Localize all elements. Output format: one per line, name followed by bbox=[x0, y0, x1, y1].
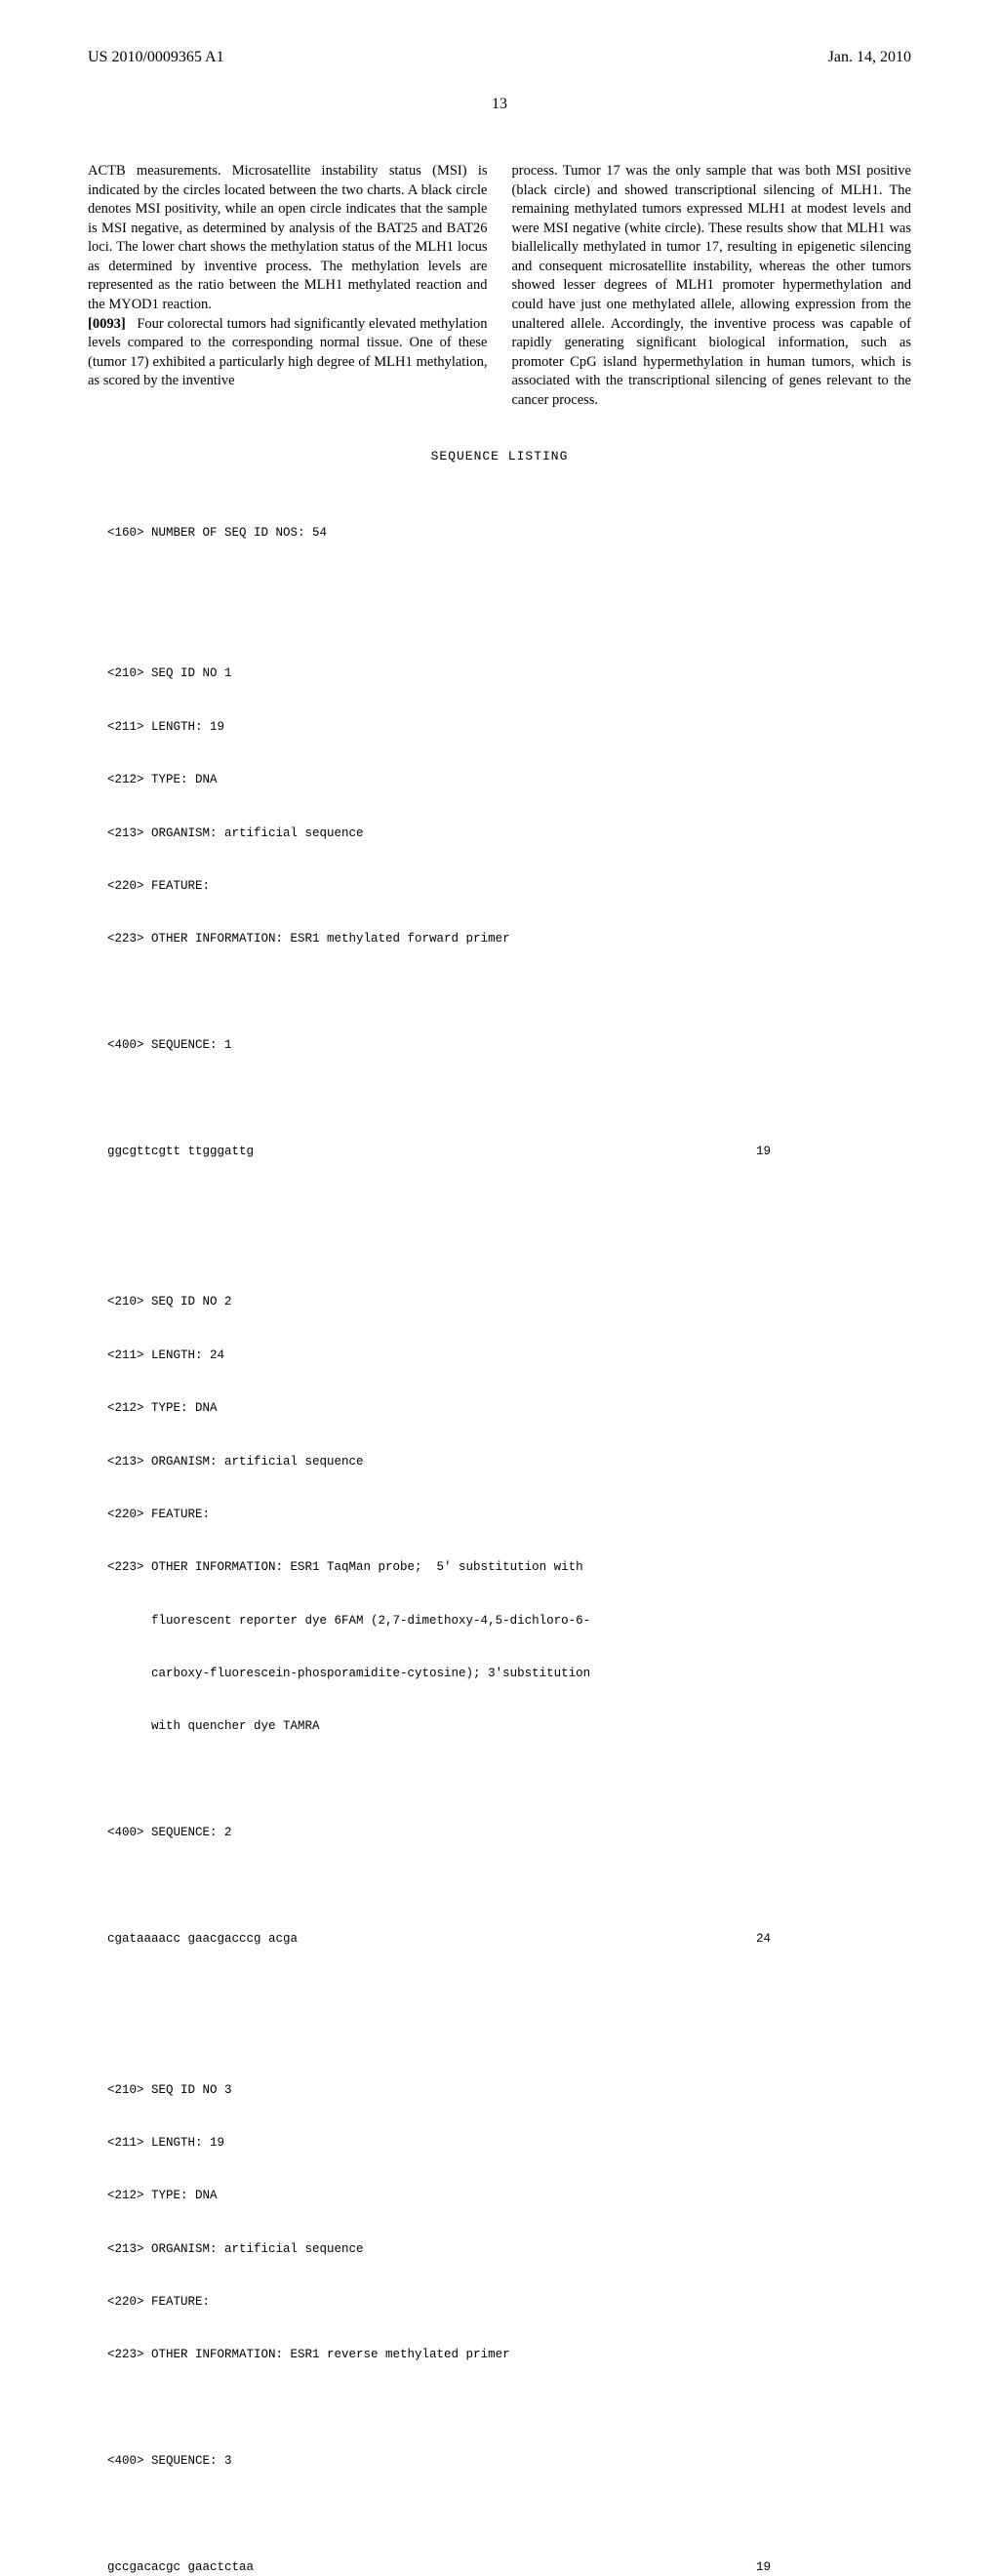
seq-meta: <223> OTHER INFORMATION: ESR1 TaqMan pro… bbox=[107, 1558, 911, 1576]
publication-number: US 2010/0009365 A1 bbox=[88, 49, 224, 66]
publication-date: Jan. 14, 2010 bbox=[828, 49, 911, 66]
paragraph: ACTB measurements. Microsatellite instab… bbox=[88, 162, 488, 315]
seq-length: 19 bbox=[756, 2558, 771, 2576]
seq-meta: <220> FEATURE: bbox=[107, 877, 911, 895]
seq-meta: <210> SEQ ID NO 2 bbox=[107, 1293, 911, 1310]
seq-num-header: <160> NUMBER OF SEQ ID NOS: 54 bbox=[107, 524, 911, 542]
seq-meta: <213> ORGANISM: artificial sequence bbox=[107, 2240, 911, 2258]
left-column: ACTB measurements. Microsatellite instab… bbox=[88, 162, 488, 410]
seq-meta: <220> FEATURE: bbox=[107, 2293, 911, 2311]
seq-text: gccgacacgc gaactctaa bbox=[107, 2558, 254, 2576]
seq-meta: <212> TYPE: DNA bbox=[107, 1399, 911, 1417]
page-number: 13 bbox=[88, 96, 911, 113]
seq-meta: with quencher dye TAMRA bbox=[107, 1717, 911, 1735]
seq-data-row: ggcgttcgtt ttgggattg 19 bbox=[107, 1143, 771, 1160]
seq-length: 19 bbox=[756, 1143, 771, 1160]
seq-meta: <220> FEATURE: bbox=[107, 1506, 911, 1523]
seq-meta: <212> TYPE: DNA bbox=[107, 2187, 911, 2204]
seq-meta: <213> ORGANISM: artificial sequence bbox=[107, 1453, 911, 1470]
seq-meta: fluorescent reporter dye 6FAM (2,7-dimet… bbox=[107, 1612, 911, 1630]
seq-label: <400> SEQUENCE: 3 bbox=[107, 2452, 911, 2470]
seq-data-row: gccgacacgc gaactctaa 19 bbox=[107, 2558, 771, 2576]
right-column: process. Tumor 17 was the only sample th… bbox=[512, 162, 912, 410]
seq-label: <400> SEQUENCE: 1 bbox=[107, 1036, 911, 1054]
seq-meta: <223> OTHER INFORMATION: ESR1 reverse me… bbox=[107, 2346, 911, 2363]
seq-data-row: cgataaaacc gaacgacccg acga 24 bbox=[107, 1930, 771, 1948]
body-columns: ACTB measurements. Microsatellite instab… bbox=[88, 162, 911, 410]
seq-meta: <223> OTHER INFORMATION: ESR1 methylated… bbox=[107, 930, 911, 947]
seq-meta: <211> LENGTH: 19 bbox=[107, 718, 911, 736]
seq-meta: <210> SEQ ID NO 3 bbox=[107, 2081, 911, 2099]
paragraph: process. Tumor 17 was the only sample th… bbox=[512, 162, 912, 410]
paragraph-number: [0093] bbox=[88, 316, 126, 332]
sequence-listing-title: SEQUENCE LISTING bbox=[88, 449, 911, 463]
seq-meta: <212> TYPE: DNA bbox=[107, 771, 911, 788]
seq-text: cgataaaacc gaacgacccg acga bbox=[107, 1930, 298, 1948]
seq-meta: carboxy-fluorescein-phosporamidite-cytos… bbox=[107, 1665, 911, 1682]
seq-label: <400> SEQUENCE: 2 bbox=[107, 1824, 911, 1841]
seq-length: 24 bbox=[756, 1930, 771, 1948]
seq-meta: <210> SEQ ID NO 1 bbox=[107, 664, 911, 682]
paragraph: [0093] Four colorectal tumors had signif… bbox=[88, 315, 488, 391]
page-header: US 2010/0009365 A1 Jan. 14, 2010 bbox=[88, 49, 911, 66]
seq-meta: <213> ORGANISM: artificial sequence bbox=[107, 825, 911, 842]
seq-meta: <211> LENGTH: 19 bbox=[107, 2134, 911, 2152]
sequence-listing: <160> NUMBER OF SEQ ID NOS: 54 <210> SEQ… bbox=[88, 488, 911, 2576]
seq-text: ggcgttcgtt ttgggattg bbox=[107, 1143, 254, 1160]
seq-meta: <211> LENGTH: 24 bbox=[107, 1347, 911, 1364]
